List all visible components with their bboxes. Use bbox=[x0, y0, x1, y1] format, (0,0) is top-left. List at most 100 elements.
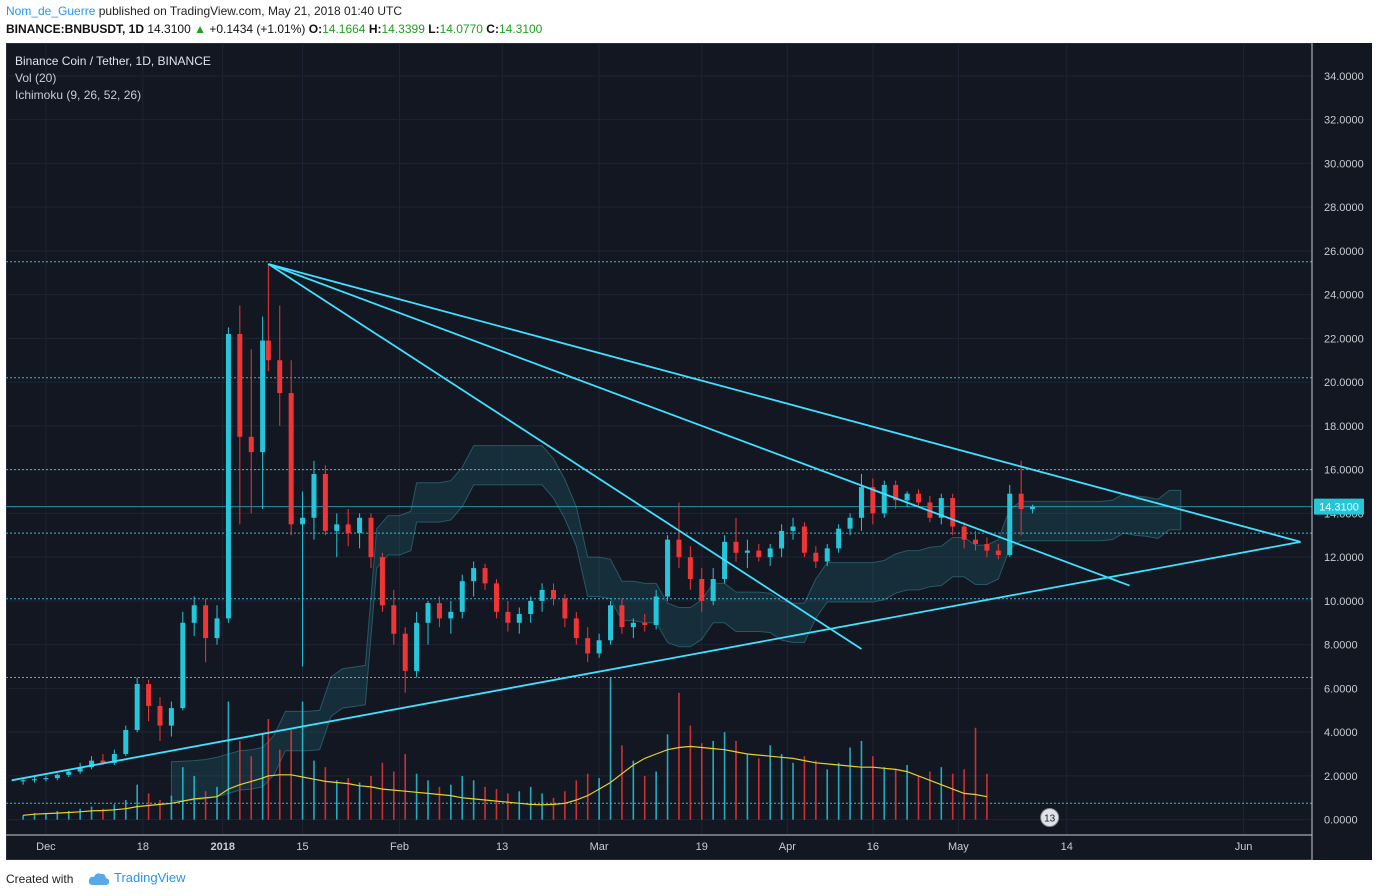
candle-body bbox=[1030, 506, 1036, 510]
candle bbox=[180, 611, 186, 711]
volume-bar bbox=[239, 740, 241, 820]
candle-body bbox=[493, 583, 499, 612]
volume-bar bbox=[404, 754, 407, 820]
volume-bar bbox=[484, 786, 486, 820]
x-tick-label: 13 bbox=[496, 841, 508, 853]
candle bbox=[1018, 460, 1024, 536]
header-bar: Nom_de_Guerre published on TradingView.c… bbox=[0, 0, 1378, 42]
candle-body bbox=[801, 526, 807, 553]
volume-bar bbox=[324, 767, 327, 820]
candle bbox=[436, 596, 442, 628]
price-chart[interactable]: 34.0000 32.0000 30.0000 28.0000 26.0000 24.00… bbox=[6, 43, 1372, 860]
candle-body bbox=[642, 622, 648, 625]
volume-ma-line bbox=[23, 745, 988, 816]
candle bbox=[191, 596, 197, 636]
candle bbox=[146, 679, 152, 722]
volume-bar bbox=[815, 760, 817, 820]
volume-bar bbox=[986, 773, 988, 820]
volume-bar bbox=[170, 795, 173, 820]
candle bbox=[248, 349, 254, 514]
volume-bar bbox=[427, 780, 429, 820]
volume-bar bbox=[586, 773, 589, 820]
volume-bar bbox=[712, 740, 714, 820]
volume-bar bbox=[518, 791, 521, 820]
volume-bar bbox=[45, 813, 47, 820]
volume-bar bbox=[22, 815, 24, 820]
y-tick-label: 16.0000 bbox=[1324, 465, 1364, 477]
change-arrow-icon: ▲ bbox=[194, 22, 206, 36]
candle bbox=[573, 611, 579, 645]
high-label: H: bbox=[368, 22, 382, 36]
candle bbox=[733, 517, 739, 562]
candle-body bbox=[471, 568, 477, 582]
candle-body bbox=[1018, 493, 1024, 510]
candle-body bbox=[391, 605, 397, 634]
candle-body bbox=[402, 633, 408, 671]
x-tick-label: 14 bbox=[1061, 841, 1073, 853]
candle bbox=[950, 493, 956, 536]
candle-body bbox=[300, 517, 306, 525]
x-tick-label: 19 bbox=[696, 841, 708, 853]
candle bbox=[448, 600, 454, 634]
candle-body bbox=[379, 557, 385, 606]
volume-bar bbox=[216, 786, 218, 820]
volume-bar bbox=[267, 719, 270, 820]
trendline bbox=[11, 540, 1301, 782]
volume-bar bbox=[56, 810, 59, 820]
x-tick-label: Feb bbox=[390, 841, 409, 853]
candle-body bbox=[973, 539, 979, 545]
volume-bar bbox=[598, 778, 600, 820]
candle-body bbox=[630, 622, 636, 628]
candle bbox=[608, 600, 614, 645]
chart-frame[interactable] bbox=[6, 43, 1372, 860]
trendline bbox=[268, 263, 1301, 543]
volume-bar bbox=[335, 780, 338, 820]
y-tick-label: 20.0000 bbox=[1324, 377, 1364, 389]
legend-volume: Vol (20) bbox=[15, 71, 57, 85]
trendline bbox=[267, 263, 862, 650]
volume-bar bbox=[860, 740, 863, 820]
volume-bar bbox=[113, 804, 116, 820]
brand-link[interactable]: TradingView bbox=[88, 870, 186, 886]
candle-body bbox=[322, 474, 328, 531]
ichimoku-cloud bbox=[170, 445, 1182, 802]
candle-body bbox=[134, 684, 140, 730]
y-tick-label: 4.0000 bbox=[1324, 727, 1358, 739]
candle bbox=[322, 465, 328, 536]
y-tick-label: 6.0000 bbox=[1324, 683, 1358, 695]
candle bbox=[391, 589, 397, 645]
candle bbox=[767, 544, 773, 566]
candle bbox=[790, 517, 796, 540]
candle-body bbox=[744, 550, 750, 553]
candle bbox=[482, 563, 488, 590]
candle-body bbox=[687, 557, 693, 580]
legend-ichimoku: Ichimoku (9, 26, 52, 26) bbox=[15, 88, 142, 102]
candle bbox=[973, 530, 979, 551]
x-tick-label: Apr bbox=[779, 841, 796, 853]
candle-body bbox=[938, 498, 944, 518]
candle bbox=[20, 778, 26, 785]
volume-bar bbox=[632, 760, 635, 820]
x-tick-label: 16 bbox=[867, 841, 879, 853]
volume-bar bbox=[147, 793, 150, 820]
candle bbox=[265, 263, 271, 372]
candle bbox=[596, 633, 602, 658]
candle bbox=[134, 677, 140, 733]
open-value: 14.1664 bbox=[322, 22, 366, 36]
volume-bar bbox=[951, 773, 954, 820]
volume-bar bbox=[803, 756, 806, 820]
y-tick-label: 32.0000 bbox=[1324, 115, 1364, 127]
candle bbox=[550, 583, 556, 606]
high-value: 14.3399 bbox=[381, 22, 425, 36]
y-tick-label: 8.0000 bbox=[1324, 640, 1358, 652]
volume-bar bbox=[227, 701, 230, 820]
volume-bar bbox=[655, 771, 657, 820]
candle-body bbox=[961, 526, 967, 540]
candle-body bbox=[260, 340, 266, 453]
legend-title: Binance Coin / Tether, 1D, BINANCE bbox=[15, 54, 211, 68]
open-label: O: bbox=[308, 22, 323, 36]
author-link[interactable]: Nom_de_Guerre bbox=[6, 4, 96, 18]
candle-body bbox=[904, 493, 910, 501]
brand-name: TradingView bbox=[114, 870, 186, 885]
volume-bar bbox=[450, 784, 452, 820]
